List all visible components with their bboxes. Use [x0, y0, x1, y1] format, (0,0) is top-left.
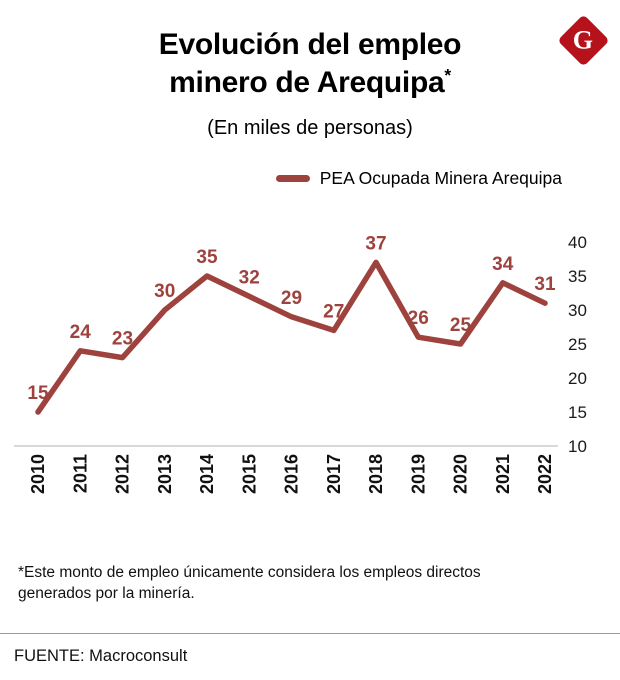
- x-axis-label: 2019: [408, 454, 428, 494]
- data-label: 29: [281, 288, 302, 309]
- data-label: 23: [112, 329, 133, 350]
- logo-letter: G: [573, 25, 594, 55]
- y-axis-tick-label: 20: [568, 369, 587, 388]
- data-label: 37: [365, 233, 386, 254]
- x-axis-label: 2018: [366, 454, 386, 494]
- data-label: 27: [323, 301, 344, 322]
- y-axis-tick-label: 15: [568, 403, 587, 422]
- legend: PEA Ocupada Minera Arequipa: [0, 168, 620, 189]
- data-label: 31: [534, 274, 556, 295]
- data-label: 32: [239, 267, 260, 288]
- chart-title-line2: minero de Arequipa: [169, 65, 445, 99]
- divider: [0, 632, 620, 634]
- y-axis-tick-label: 30: [568, 301, 587, 320]
- y-axis-tick-label: 40: [568, 233, 587, 252]
- data-label: 24: [70, 322, 92, 343]
- x-axis-label: 2022: [535, 454, 555, 494]
- y-axis-tick-label: 25: [568, 335, 587, 354]
- data-label: 34: [492, 254, 514, 275]
- source: FUENTE: Macroconsult: [14, 646, 188, 665]
- data-label: 26: [408, 308, 429, 329]
- x-axis-label: 2020: [451, 454, 471, 494]
- data-label: 25: [450, 315, 472, 336]
- x-axis-label: 2013: [155, 454, 175, 494]
- x-axis-label: 2014: [197, 454, 217, 494]
- footnote: *Este monto de empleo únicamente conside…: [18, 564, 481, 602]
- x-axis-label: 2012: [113, 454, 133, 494]
- legend-label: PEA Ocupada Minera Arequipa: [319, 168, 562, 188]
- line-chart: 10 15 20 25 30 35 40 15 24 23 30 35 32 29 27 37 26 25 34 31…: [14, 233, 587, 494]
- data-label: 30: [154, 281, 175, 302]
- chart-title: Evolución del empleo minero de Arequipa*: [0, 0, 620, 101]
- line-series: [35, 259, 548, 415]
- chart-subtitle: (En miles de personas): [207, 117, 413, 139]
- chart-title-line1: Evolución del empleo: [158, 28, 462, 61]
- x-axis-label: 2017: [324, 454, 344, 494]
- x-axis-label: 2010: [28, 454, 48, 494]
- data-label: 15: [27, 383, 49, 404]
- y-axis-tick-label: 35: [568, 267, 587, 286]
- chart-title-asterisk: *: [444, 64, 451, 85]
- x-axis-label: 2015: [239, 454, 259, 494]
- x-axis-label: 2021: [493, 454, 513, 494]
- legend-line-swatch: [275, 175, 310, 182]
- data-label: 35: [196, 247, 218, 268]
- x-axis-label: 2016: [282, 454, 302, 494]
- x-axis-label: 2011: [70, 454, 90, 493]
- y-axis-tick-label: 10: [568, 437, 587, 456]
